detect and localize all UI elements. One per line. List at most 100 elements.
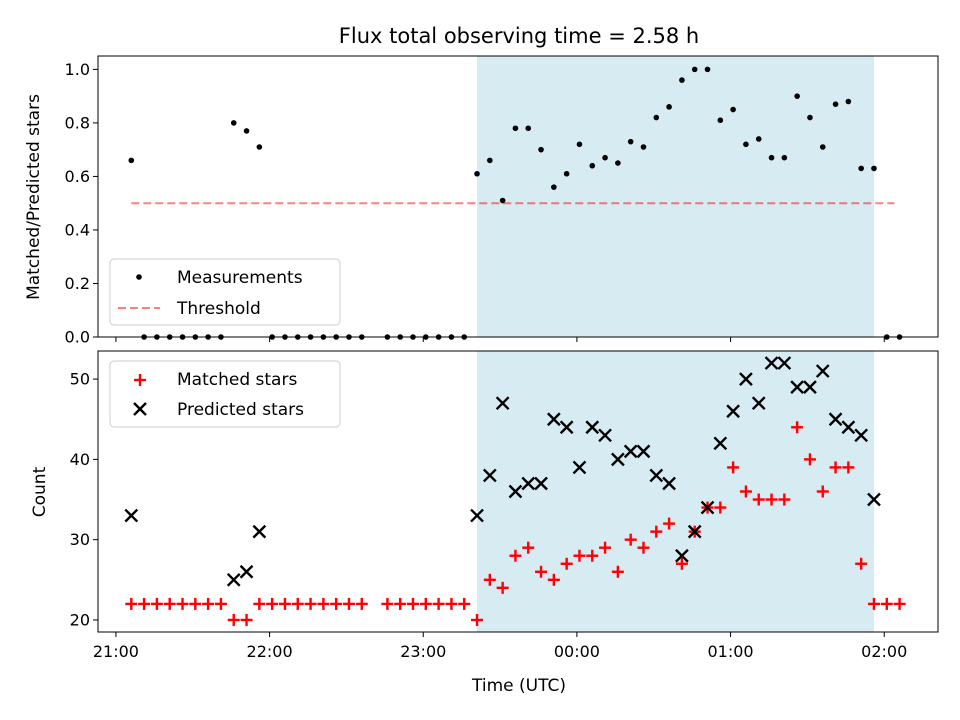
matched-star-point — [202, 597, 215, 610]
predicted-star-point — [867, 492, 881, 507]
measurement-point — [691, 66, 698, 73]
predicted-star-point — [252, 524, 267, 539]
matched-star-point — [253, 597, 266, 610]
predicted-star-point — [790, 380, 804, 394]
matched-star-point — [125, 597, 138, 610]
measurement-point — [819, 144, 826, 150]
measurement-point — [230, 120, 237, 126]
matched-star-point — [189, 597, 202, 610]
measurement-point — [538, 146, 544, 153]
matched-star-point — [867, 597, 880, 610]
matched-star-point — [394, 597, 407, 610]
predicted-star-point — [815, 364, 830, 378]
predicted-star-point — [585, 420, 600, 435]
top-legend-box — [109, 258, 341, 326]
predicted-star-point — [482, 468, 497, 483]
measurement-point — [602, 154, 608, 161]
bottom-y-tick-label: 20 — [70, 610, 90, 629]
predicted-star-point — [777, 356, 792, 370]
bottom-highlight-span — [477, 351, 874, 632]
predicted-star-point — [713, 436, 728, 451]
matched-star-point — [214, 597, 227, 610]
measurement-point — [730, 106, 736, 113]
matched-star-point — [765, 493, 778, 506]
predicted-star-point — [559, 420, 574, 435]
measurement-point — [871, 165, 877, 172]
predicted-star-point — [726, 404, 740, 419]
matched-star-point — [471, 613, 484, 626]
predicted-star-point — [547, 412, 561, 427]
measurement-point — [640, 144, 647, 150]
measurement-point — [474, 170, 480, 177]
measurement-point — [845, 98, 852, 105]
matched-star-point — [727, 461, 740, 474]
predicted-star-point — [124, 508, 139, 523]
predicted-star-point — [623, 444, 638, 459]
top-axes-frame — [97, 55, 939, 338]
measurement-point — [627, 138, 634, 145]
predicted-star-point — [611, 452, 625, 467]
top-y-tick-label: 0.4 — [65, 220, 90, 239]
matched-star-point — [829, 461, 842, 474]
matched-star-point — [803, 453, 816, 466]
measurement-point — [781, 154, 788, 161]
predicted-star-point — [649, 468, 664, 483]
top-y-tick-label: 1.0 — [65, 60, 90, 79]
predicted-star-point — [662, 476, 676, 491]
top-axis-ticks: 0.0 0.2 0.4 0.6 0.8 1.0 — [65, 60, 885, 347]
matched-star-point — [535, 565, 548, 578]
matched-star-point — [342, 597, 355, 610]
bottom-y-axis-label: Count — [30, 466, 50, 517]
predicted-star-point — [470, 508, 484, 523]
legend-predicted-label: Predicted stars — [177, 400, 304, 420]
measurement-point — [487, 157, 493, 164]
measurement-point — [563, 170, 570, 177]
matched-star-point — [893, 597, 906, 610]
bottom-axis-ticks: 20 30 40 50 21:00 22:00 23:00 00:00 01:00 02:00 — [70, 370, 908, 661]
measurement-point — [576, 141, 583, 148]
predicted-star-point — [495, 396, 510, 411]
measurement-point — [589, 162, 596, 169]
x-axis-label: Time (UTC) — [471, 676, 566, 696]
predicted-star-point — [226, 572, 241, 587]
matched-star-point — [611, 565, 624, 578]
x-tick-label: 01:00 — [708, 642, 754, 661]
matched-star-point — [266, 597, 279, 610]
measurement-point — [794, 93, 800, 99]
legend-predicted-marker — [133, 402, 147, 416]
measurement-point — [243, 128, 250, 134]
matched-star-point — [739, 485, 752, 498]
matched-star-point — [675, 557, 688, 570]
matched-star-point — [240, 613, 253, 626]
measurement-point — [666, 104, 672, 110]
matched-star-point — [522, 541, 535, 554]
matched-star-point — [560, 557, 573, 570]
matched-star-point — [355, 597, 368, 610]
matched-star-point — [573, 549, 586, 562]
measurement-point — [717, 117, 724, 124]
top-y-tick-label: 0.8 — [65, 113, 90, 132]
measurement-point — [768, 154, 775, 161]
measurement-point — [832, 101, 839, 107]
matched-star-point — [330, 597, 343, 610]
predicted-star-point — [598, 428, 612, 443]
matched-star-point — [599, 541, 612, 554]
matched-star-point — [445, 597, 458, 610]
predicted-star-point — [751, 396, 766, 411]
measurement-point — [512, 125, 519, 132]
matched-star-point — [278, 597, 291, 610]
predicted-star-point — [239, 564, 254, 579]
measurement-point — [256, 144, 263, 150]
predicted-star-point — [739, 372, 753, 386]
top-panel: 0.0 0.2 0.4 0.6 0.8 1.0 Flux total observing … — [24, 24, 939, 347]
predicted-star-point — [636, 444, 651, 459]
bottom-y-tick-label: 50 — [70, 370, 90, 389]
legend-matched-marker — [134, 374, 146, 386]
bottom-panel: 20 30 40 50 21:00 22:00 23:00 00:00 01:00 02:00 C… — [30, 350, 939, 696]
legend-measurements-label: Measurements — [177, 268, 303, 288]
measurement-point — [499, 197, 506, 204]
matched-star-point — [483, 573, 496, 586]
predicted-star-point — [521, 476, 536, 491]
matched-star-point — [317, 597, 330, 610]
matched-star-point — [381, 597, 394, 610]
